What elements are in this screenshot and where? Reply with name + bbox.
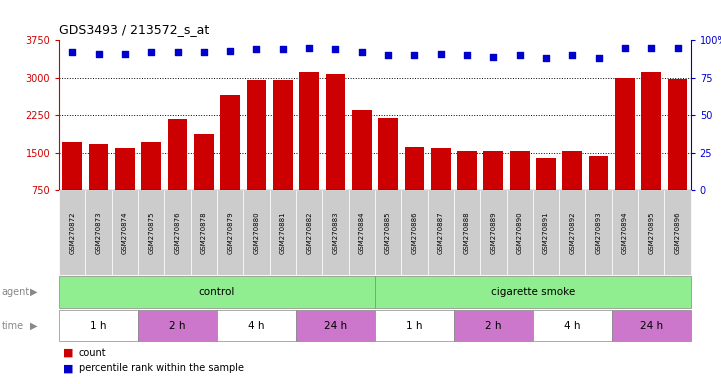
Text: percentile rank within the sample: percentile rank within the sample	[79, 363, 244, 373]
Text: GSM270873: GSM270873	[96, 211, 102, 254]
Text: GSM270876: GSM270876	[174, 211, 180, 254]
Bar	[63, 142, 82, 190]
Text: 4 h: 4 h	[248, 321, 265, 331]
Bar	[536, 158, 556, 190]
Bar	[194, 134, 213, 190]
Text: time: time	[1, 321, 24, 331]
Text: GSM270875: GSM270875	[149, 211, 154, 253]
Text: 2 h: 2 h	[169, 321, 186, 331]
Bar	[562, 151, 582, 190]
Point	[672, 45, 684, 51]
Text: GSM270879: GSM270879	[227, 211, 233, 254]
Text: GSM270889: GSM270889	[490, 211, 496, 254]
Text: GSM270894: GSM270894	[622, 211, 628, 253]
Text: GSM270887: GSM270887	[438, 211, 443, 254]
Text: 1 h: 1 h	[406, 321, 423, 331]
Text: GSM270891: GSM270891	[543, 211, 549, 254]
Text: GSM270881: GSM270881	[280, 211, 286, 254]
Bar	[668, 79, 687, 190]
Text: GSM270878: GSM270878	[201, 211, 207, 254]
Text: GSM270888: GSM270888	[464, 211, 470, 254]
Point	[224, 48, 236, 54]
Bar	[141, 142, 161, 190]
Bar	[379, 118, 398, 190]
Text: GSM270882: GSM270882	[306, 211, 312, 253]
Text: GSM270872: GSM270872	[69, 211, 75, 253]
Text: ▶: ▶	[30, 321, 37, 331]
Point	[435, 51, 446, 57]
Point	[251, 46, 262, 52]
Bar	[115, 148, 135, 190]
Text: cigarette smoke: cigarette smoke	[491, 287, 575, 297]
Bar	[457, 151, 477, 190]
Point	[514, 52, 526, 58]
Bar	[484, 151, 503, 190]
Text: ■: ■	[63, 363, 74, 373]
Text: GDS3493 / 213572_s_at: GDS3493 / 213572_s_at	[59, 23, 209, 36]
Point	[277, 46, 288, 52]
Bar	[89, 144, 108, 190]
Bar	[404, 147, 424, 190]
Point	[409, 52, 420, 58]
Bar	[615, 78, 634, 190]
Text: control: control	[199, 287, 235, 297]
Text: ▶: ▶	[30, 287, 37, 297]
Bar	[431, 148, 451, 190]
Text: ■: ■	[63, 348, 74, 358]
Point	[567, 52, 578, 58]
Bar	[642, 72, 661, 190]
Bar	[352, 110, 371, 190]
Point	[329, 46, 341, 52]
Point	[66, 49, 78, 55]
Text: GSM270886: GSM270886	[412, 211, 417, 254]
Point	[619, 45, 631, 51]
Bar	[299, 72, 319, 190]
Text: 24 h: 24 h	[640, 321, 663, 331]
Point	[382, 52, 394, 58]
Point	[645, 45, 657, 51]
Point	[119, 51, 131, 57]
Point	[487, 54, 499, 60]
Text: GSM270884: GSM270884	[359, 211, 365, 253]
Text: agent: agent	[1, 287, 30, 297]
Point	[356, 49, 368, 55]
Text: GSM270896: GSM270896	[675, 211, 681, 254]
Bar	[221, 95, 240, 190]
Bar	[247, 80, 266, 190]
Point	[146, 49, 157, 55]
Point	[461, 52, 473, 58]
Text: GSM270892: GSM270892	[570, 211, 575, 253]
Point	[540, 55, 552, 61]
Point	[172, 49, 183, 55]
Text: 1 h: 1 h	[90, 321, 107, 331]
Text: GSM270893: GSM270893	[596, 211, 601, 254]
Bar	[589, 156, 609, 190]
Text: GSM270874: GSM270874	[122, 211, 128, 253]
Text: GSM270880: GSM270880	[254, 211, 260, 254]
Bar	[326, 74, 345, 190]
Text: 24 h: 24 h	[324, 321, 347, 331]
Point	[198, 49, 210, 55]
Bar	[510, 151, 529, 190]
Text: 2 h: 2 h	[485, 321, 502, 331]
Text: GSM270885: GSM270885	[385, 211, 391, 253]
Text: GSM270883: GSM270883	[332, 211, 338, 254]
Text: 4 h: 4 h	[564, 321, 580, 331]
Point	[304, 45, 315, 51]
Text: GSM270890: GSM270890	[517, 211, 523, 254]
Text: count: count	[79, 348, 106, 358]
Point	[93, 51, 105, 57]
Bar	[168, 119, 187, 190]
Point	[593, 55, 604, 61]
Bar	[273, 80, 293, 190]
Text: GSM270895: GSM270895	[648, 211, 654, 253]
